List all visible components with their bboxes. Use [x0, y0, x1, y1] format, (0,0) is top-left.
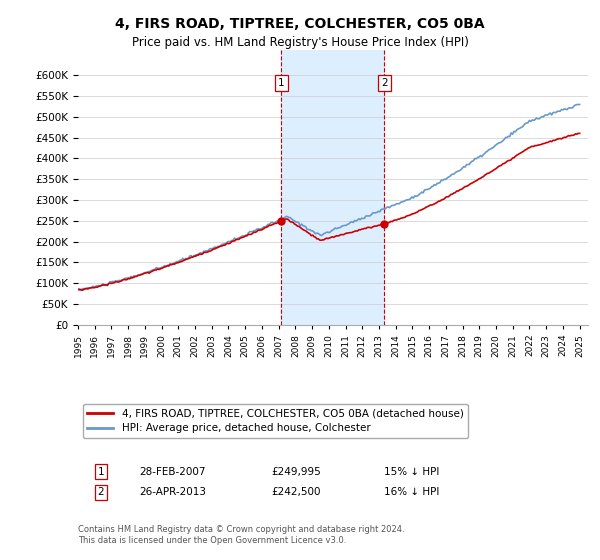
Bar — [281, 50, 385, 325]
Text: Contains HM Land Registry data © Crown copyright and database right 2024.
This d: Contains HM Land Registry data © Crown c… — [78, 525, 404, 544]
Text: £242,500: £242,500 — [272, 487, 322, 497]
Text: 26-APR-2013: 26-APR-2013 — [139, 487, 206, 497]
Text: 1: 1 — [98, 466, 104, 477]
Text: 1: 1 — [278, 78, 284, 88]
Text: 2: 2 — [381, 78, 388, 88]
Text: 2: 2 — [98, 487, 104, 497]
Text: £249,995: £249,995 — [272, 466, 322, 477]
Text: 28-FEB-2007: 28-FEB-2007 — [139, 466, 206, 477]
Text: 16% ↓ HPI: 16% ↓ HPI — [384, 487, 439, 497]
Legend: 4, FIRS ROAD, TIPTREE, COLCHESTER, CO5 0BA (detached house), HPI: Average price,: 4, FIRS ROAD, TIPTREE, COLCHESTER, CO5 0… — [83, 404, 468, 437]
Text: 15% ↓ HPI: 15% ↓ HPI — [384, 466, 439, 477]
Text: Price paid vs. HM Land Registry's House Price Index (HPI): Price paid vs. HM Land Registry's House … — [131, 36, 469, 49]
Text: 4, FIRS ROAD, TIPTREE, COLCHESTER, CO5 0BA: 4, FIRS ROAD, TIPTREE, COLCHESTER, CO5 0… — [115, 17, 485, 31]
